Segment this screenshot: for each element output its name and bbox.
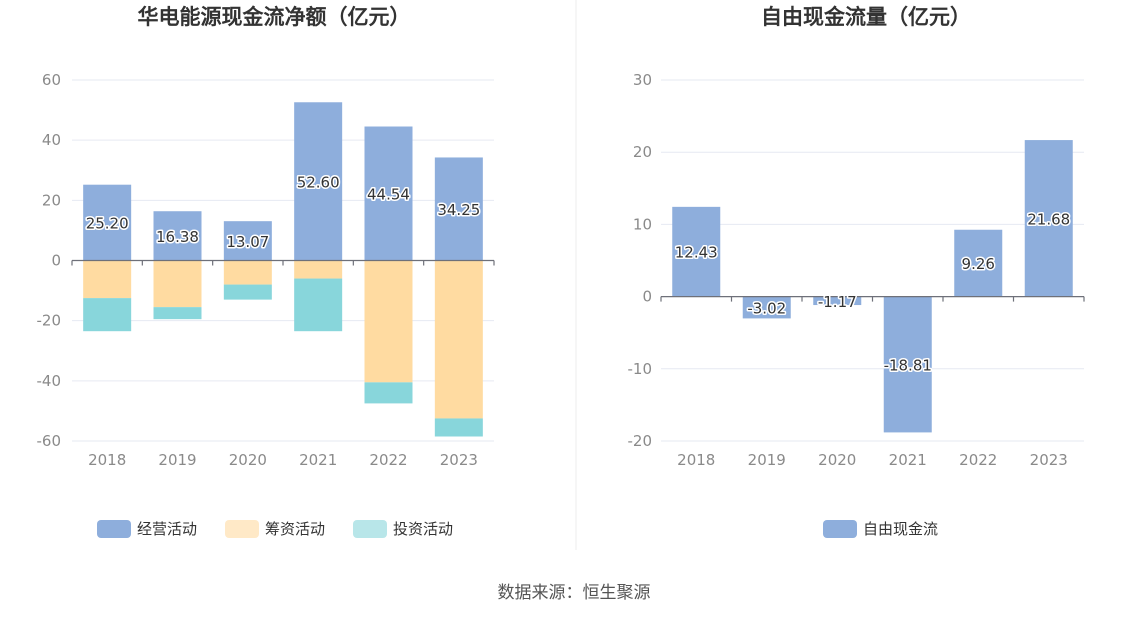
legend-label: 投资活动 [393, 520, 453, 538]
legend-label: 筹资活动 [265, 520, 325, 538]
y-tick-label: 0 [642, 288, 652, 306]
x-tick-label: 2022 [959, 451, 997, 469]
y-tick-label: 20 [633, 143, 652, 161]
legend-swatch [97, 520, 131, 538]
legend-label: 自由现金流 [863, 520, 938, 538]
bar [434, 157, 483, 261]
bar [223, 260, 272, 285]
bar [153, 260, 202, 308]
data-label: -1.17 [818, 293, 857, 311]
y-axis-ticks-right: 30 20 10 0 -10 -20 [628, 71, 1084, 450]
data-label: 13.07 [226, 233, 269, 251]
free-cash-flow-chart: 自由现金流量（亿元） 30 20 10 0 -10 -20 2018 2019 2020 202… [628, 5, 1085, 538]
y-tick-label: 30 [633, 71, 652, 89]
data-label: -3.02 [747, 300, 786, 318]
data-label: 34.25 [437, 201, 480, 219]
bar [223, 221, 272, 261]
x-tick-label: 2023 [1030, 451, 1068, 469]
chart-title-net-cash-flow: 华电能源现金流净额（亿元） [138, 5, 411, 29]
x-tick-label: 2019 [748, 451, 786, 469]
data-label: 16.38 [156, 228, 199, 246]
chart-title-free-cash-flow: 自由现金流量（亿元） [761, 5, 971, 29]
y-tick-label: -10 [628, 360, 653, 378]
data-label: 12.43 [675, 244, 718, 262]
bar [434, 418, 483, 437]
data-label: 25.20 [86, 215, 129, 233]
y-tick-label: 40 [42, 131, 61, 149]
x-axis-ticks-left: 2018 2019 2020 2021 2022 2023 [88, 451, 478, 469]
x-tick-label: 2022 [369, 451, 407, 469]
bar [294, 278, 343, 332]
y-tick-label: -20 [37, 312, 62, 330]
data-label: 44.54 [367, 186, 410, 204]
bars-right [660, 140, 1085, 433]
bar [364, 126, 413, 261]
bars-left [71, 102, 495, 437]
data-labels-right: 12.43 -3.02 -1.17 -18.81 9.26 21.68 [673, 209, 1071, 376]
y-tick-label: 20 [42, 191, 61, 209]
legend-left: 经营活动 筹资活动 投资活动 [97, 520, 453, 538]
bar [672, 206, 721, 297]
bar [1024, 140, 1073, 297]
x-axis-ticks-right: 2018 2019 2020 2021 2022 2023 [677, 451, 1068, 469]
x-tick-label: 2021 [889, 451, 927, 469]
x-tick-label: 2021 [299, 451, 337, 469]
y-tick-label: 10 [633, 215, 652, 233]
bar [83, 260, 132, 299]
x-tick-label: 2019 [158, 451, 196, 469]
bar [153, 307, 202, 320]
x-tick-label: 2018 [88, 451, 126, 469]
bar [294, 260, 343, 279]
data-labels-left: 25.20 16.38 13.07 52.60 44.54 34.25 [84, 172, 482, 252]
data-label: 21.68 [1027, 210, 1070, 228]
bar [364, 260, 413, 383]
y-axis-ticks-left: 60 40 20 0 -20 -40 -60 [37, 71, 494, 450]
legend-right: 自由现金流 [823, 520, 938, 538]
legend-label: 经营活动 [137, 520, 197, 538]
y-tick-label: -40 [37, 372, 62, 390]
x-tick-label: 2018 [677, 451, 715, 469]
bar [83, 184, 132, 261]
data-source-note: 数据来源：恒生聚源 [498, 583, 651, 603]
bar [813, 296, 862, 306]
bar [294, 102, 343, 261]
bar [223, 284, 272, 300]
x-tick-label: 2020 [229, 451, 267, 469]
y-tick-label: 0 [51, 252, 61, 270]
bar [83, 298, 132, 332]
y-tick-label: -20 [628, 432, 653, 450]
bar [954, 229, 1003, 297]
bar [364, 382, 413, 404]
y-tick-label: -60 [37, 432, 62, 450]
y-tick-label: 60 [42, 71, 61, 89]
data-label: -18.81 [884, 357, 932, 375]
bar [153, 211, 202, 261]
x-tick-label: 2023 [440, 451, 478, 469]
legend-swatch [823, 520, 857, 538]
data-label: 52.60 [297, 173, 340, 191]
legend-swatch [225, 520, 259, 538]
legend-swatch [353, 520, 387, 538]
bar [742, 296, 791, 319]
data-label: 9.26 [962, 255, 995, 273]
x-tick-label: 2020 [818, 451, 856, 469]
bar [434, 260, 483, 419]
bar [883, 296, 932, 433]
